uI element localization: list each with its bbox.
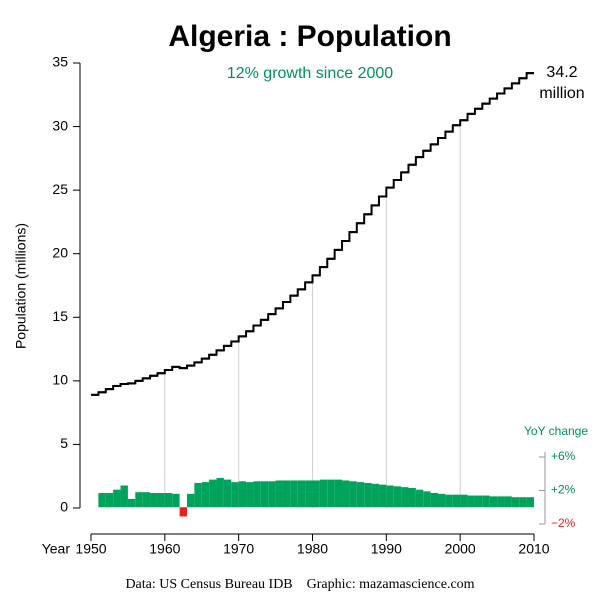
y-tick-label: 35 [52, 54, 68, 70]
yoy-bar [319, 479, 328, 508]
x-axis-label: Year [42, 541, 71, 557]
y2-tick-label: +2% [551, 483, 576, 497]
yoy-bar [312, 480, 320, 508]
y-axis-label: Population (millions) [13, 223, 29, 349]
yoy-bar [253, 481, 261, 508]
yoy-bar [113, 489, 121, 508]
yoy-bar [467, 495, 475, 508]
yoy-bar [297, 480, 306, 508]
yoy-bar [275, 480, 283, 508]
yoy-bar [282, 480, 291, 508]
yoy-bar [334, 479, 343, 508]
yoy-bar [364, 482, 372, 508]
y-tick-label: 10 [52, 372, 68, 388]
source: Data: US Census Bureau IDB Graphic: maza… [125, 577, 474, 592]
yoy-bar [127, 498, 136, 508]
yoy-bar [201, 482, 210, 508]
yoy-bar [482, 495, 490, 508]
yoy-bar [268, 481, 276, 508]
yoy-bar [378, 484, 387, 508]
yoy-bar [194, 482, 202, 508]
y-tick-label: 25 [52, 181, 68, 197]
yoy-bar [452, 494, 461, 508]
yoy-bar [356, 482, 365, 508]
chart-title: Algeria : Population [168, 20, 451, 53]
y-tick-label: 30 [52, 117, 68, 133]
yoy-bar [519, 497, 527, 508]
yoy-bar [497, 496, 505, 508]
yoy-bar [474, 495, 483, 508]
yoy-bar [408, 487, 416, 508]
yoy-bar [98, 493, 106, 508]
x-tick-label: 1990 [371, 541, 402, 557]
yoy-bar [305, 480, 313, 508]
x-tick-label: 1960 [149, 541, 180, 557]
yoy-bar [504, 496, 512, 508]
yoy-bar [179, 507, 187, 517]
y-tick-label: 15 [52, 308, 68, 324]
yoy-bar [260, 481, 269, 508]
yoy-bar [526, 497, 534, 508]
y-tick-label: 20 [52, 244, 68, 260]
yoy-bar [223, 479, 232, 508]
x-tick-label: 1950 [75, 541, 106, 557]
yoy-bar [460, 494, 468, 508]
y2-tick-label: +6% [551, 449, 576, 463]
x-tick-label: 2000 [445, 541, 476, 557]
yoy-bar [489, 496, 498, 508]
yoy-bar [290, 480, 298, 508]
yoy-bar [445, 494, 453, 508]
yoy-bar [511, 497, 520, 508]
yoy-bar [186, 493, 195, 508]
yoy-bar [415, 489, 424, 508]
yoy-bar [401, 487, 409, 508]
yoy-bar [349, 481, 357, 508]
yoy-bar [438, 493, 446, 508]
x-tick-label: 1970 [223, 541, 254, 557]
end-value: 34.2 [546, 64, 577, 81]
yoy-bar [342, 480, 350, 508]
yoy-bar [216, 477, 224, 508]
yoy-bar [164, 493, 173, 508]
yoy-bar [142, 492, 151, 508]
yoy-bar [423, 491, 431, 508]
y2-tick-label: −2% [551, 516, 576, 530]
yoy-bar [209, 479, 217, 508]
x-tick-label: 2010 [518, 541, 549, 557]
yoy-bar [120, 485, 128, 508]
yoy-bar [150, 493, 158, 508]
step-riser [91, 72, 534, 396]
yoy-bar [430, 493, 439, 508]
yoy-bar [393, 486, 402, 508]
subtitle: 12% growth since 2000 [227, 65, 393, 82]
x-tick-label: 1980 [297, 541, 328, 557]
yoy-bar [231, 482, 239, 508]
yoy-bar [371, 483, 379, 508]
end-unit: million [539, 85, 584, 102]
yoy-bar [135, 492, 143, 508]
yoy-bar [246, 482, 254, 508]
yoy-bar [327, 479, 335, 508]
yoy-bar [157, 493, 165, 508]
yoy-bar [386, 485, 394, 508]
yoy-bar [105, 493, 114, 508]
yoy-bar [238, 481, 247, 508]
y2-axis-label: YoY change [524, 424, 588, 438]
y-tick-label: 5 [60, 435, 68, 451]
yoy-bar [172, 493, 180, 508]
y-tick-label: 0 [60, 499, 68, 515]
